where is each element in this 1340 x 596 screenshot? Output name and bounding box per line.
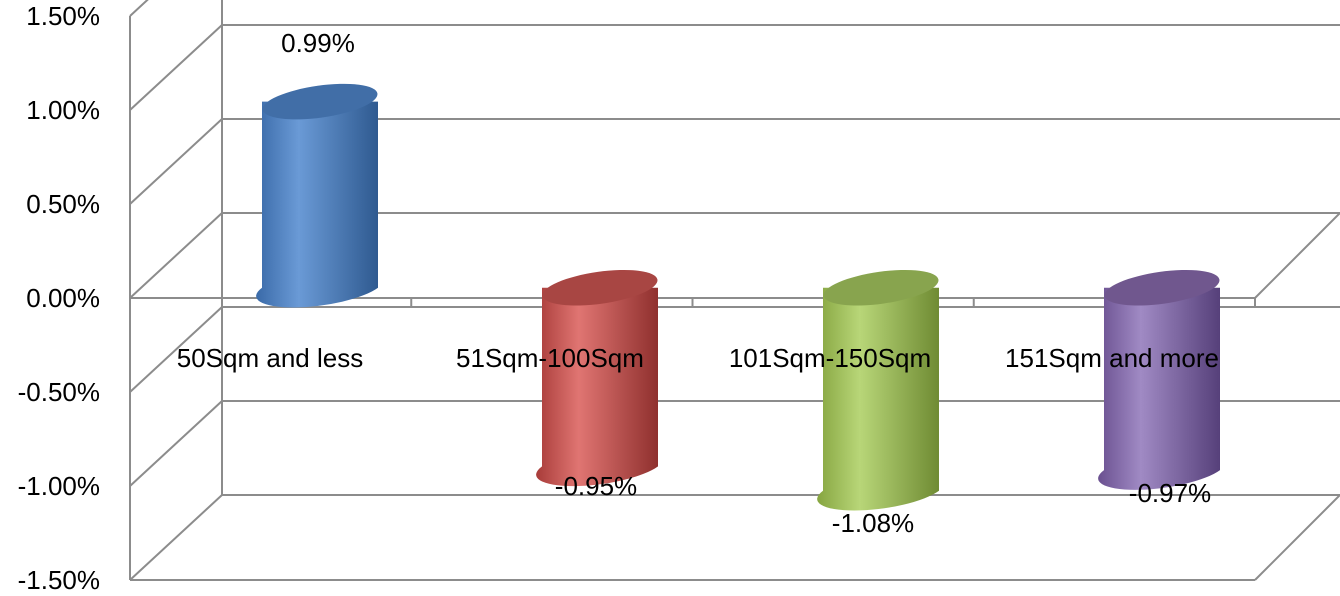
category-label: 151Sqm and more xyxy=(1005,343,1219,373)
bar-body xyxy=(536,287,658,487)
category-label: 50Sqm and less xyxy=(177,343,363,373)
bar xyxy=(1098,269,1220,490)
floor-right-edge xyxy=(1254,494,1340,581)
bar xyxy=(817,269,939,511)
bar-body xyxy=(1098,287,1220,490)
bar-top-shade xyxy=(542,269,658,306)
y-tick-label: 1.00% xyxy=(26,95,100,125)
bar xyxy=(536,269,658,487)
y-tick-label: -1.50% xyxy=(18,565,100,595)
category-label: 101Sqm-150Sqm xyxy=(729,343,931,373)
gridline-depth xyxy=(129,118,223,205)
gridline-depth xyxy=(129,400,223,487)
y-tick-label: 0.00% xyxy=(26,283,100,313)
bar xyxy=(256,83,378,308)
bar-body xyxy=(256,101,378,308)
y-tick-label: -0.50% xyxy=(18,377,100,407)
bar-body xyxy=(817,287,939,511)
bar-top xyxy=(1104,269,1220,306)
data-label: -0.95% xyxy=(555,471,637,501)
y-tick-label: 1.50% xyxy=(26,1,100,31)
bar-top xyxy=(262,83,378,120)
bar-top xyxy=(823,269,939,306)
y-tick-label: -1.00% xyxy=(18,471,100,501)
x-axis-depth xyxy=(1254,212,1340,299)
data-label: 0.99% xyxy=(281,28,355,58)
category-label: 51Sqm-100Sqm xyxy=(456,343,644,373)
data-label: -1.08% xyxy=(832,508,914,538)
bar-top-shade xyxy=(1104,269,1220,306)
labels: 50Sqm and less 51Sqm-100Sqm 101Sqm-150Sqm 1… xyxy=(177,28,1219,538)
data-label: -0.97% xyxy=(1129,478,1211,508)
gridline-depth xyxy=(129,24,223,111)
gridline-depth xyxy=(129,306,223,393)
bar-top-shade xyxy=(823,269,939,306)
gridline-depth xyxy=(129,0,149,17)
gridline-depth xyxy=(129,494,223,581)
gridlines xyxy=(129,0,1340,581)
bars xyxy=(256,83,1220,511)
bar-top xyxy=(542,269,658,306)
y-tick-label: 0.50% xyxy=(26,189,100,219)
bar-top-shade xyxy=(262,83,378,120)
gridline-depth xyxy=(129,212,223,299)
